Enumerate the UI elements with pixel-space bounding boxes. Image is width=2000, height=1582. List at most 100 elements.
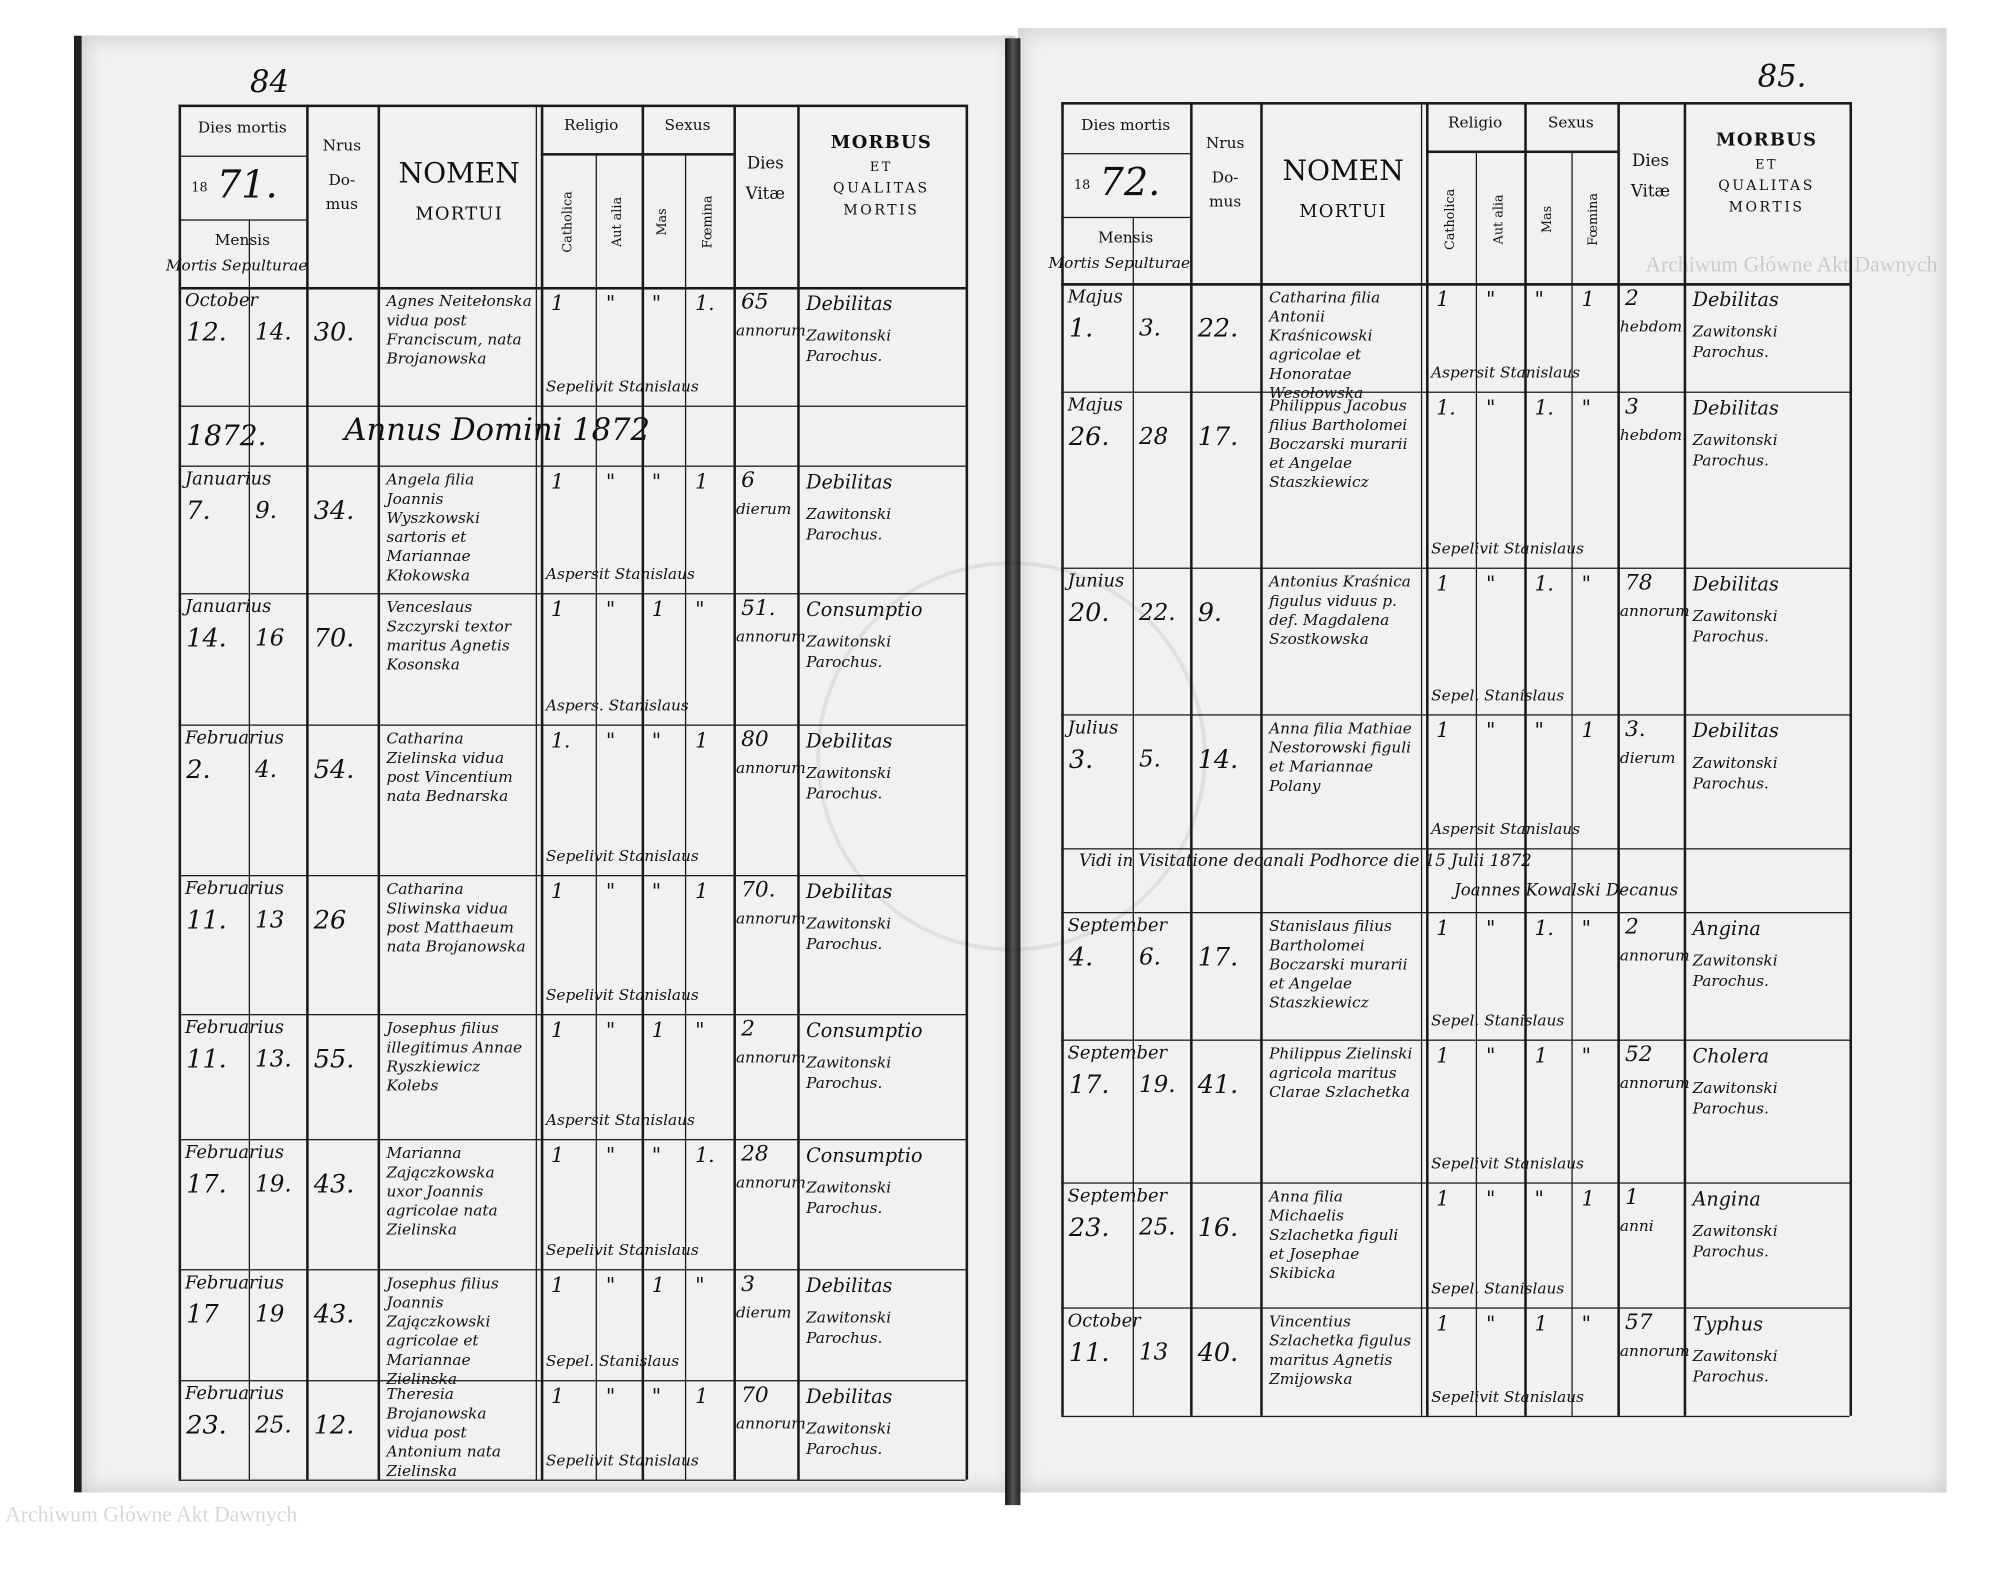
sexus-header: Sexus (1547, 113, 1594, 132)
name-of-deceased: Catharina Zielinska vidua post Vincentiu… (386, 729, 513, 805)
mark-m: " (1534, 1186, 1544, 1211)
month: September (1067, 915, 1168, 937)
age-unit: annorum (1619, 1073, 1690, 1092)
table-rule (178, 219, 307, 221)
cause-of-death: Debilitas (806, 470, 893, 494)
mark-f: 1. (695, 290, 715, 316)
cause-of-death: Debilitas (1692, 719, 1779, 743)
mark-a: " (1485, 915, 1496, 941)
mark-f: " (1581, 395, 1592, 420)
parish-priest: Zawitonski Parochus. (806, 764, 892, 803)
mark-c: 1 (1436, 1043, 1450, 1068)
name-of-deceased: Catharina Sliwinska vidua post Matthaeum… (386, 880, 526, 956)
name-of-deceased: Venceslaus Szczyrski textor maritus Agne… (386, 598, 512, 674)
burial-note: Sepelivit Stanislaus (545, 1241, 699, 1259)
mark-m: 1 (651, 596, 665, 622)
age-unit: dierum (735, 499, 792, 518)
age-value: 3. (1624, 716, 1646, 743)
domus-header: Do- mus (1209, 168, 1242, 211)
nomen-header: NOMEN (398, 158, 520, 191)
day-of-burial: 5. (1139, 746, 1161, 773)
day-of-death: 17. (186, 1168, 227, 1199)
year-suffix: 71. (216, 163, 278, 208)
parish-priest: Zawitonski Parochus. (1692, 607, 1778, 646)
name-of-deceased: Angela filia Joannis Wyszkowski sartoris… (386, 470, 481, 585)
mark-f: " (1581, 1043, 1592, 1068)
house-number: 17. (1197, 941, 1239, 972)
day-of-burial: 6. (1139, 943, 1161, 971)
name-of-deceased: Stanislaus filius Bartholomei Boczarski … (1269, 917, 1408, 1012)
age-value: 51. (741, 595, 776, 622)
month: Majus (1067, 286, 1123, 308)
parish-priest: Zawitonski Parochus. (1692, 1221, 1778, 1261)
mark-f: " (695, 1272, 705, 1298)
day-of-burial: 22. (1139, 599, 1176, 627)
table-rule (178, 724, 966, 726)
month: Februarius (184, 878, 284, 900)
day-of-death: 17. (1068, 1068, 1110, 1100)
parish-priest: Zawitonski Parochus. (806, 1178, 892, 1217)
cause-of-death: Debilitas (1692, 572, 1779, 596)
cause-of-death: Debilitas (806, 880, 893, 904)
table-rule (306, 104, 309, 1480)
age-value: 3 (1624, 394, 1639, 420)
vitae-header: Vitæ (1630, 182, 1671, 202)
age-value: 57 (1624, 1309, 1653, 1336)
table-rule (1061, 283, 1850, 285)
month: Januarius (184, 469, 272, 490)
house-number: 9. (1197, 596, 1223, 628)
mark-a: " (605, 596, 616, 622)
day-of-burial: 9. (255, 497, 278, 525)
year-suffix: 72. (1099, 160, 1161, 206)
vitae-header: Vitæ (745, 184, 785, 205)
age-value: 65 (741, 289, 769, 316)
nrus-header: Nrus (322, 136, 362, 155)
dies-mortis-header: Dies mortis (1081, 116, 1171, 134)
cause-of-death: Consumptio (806, 1144, 923, 1168)
house-number: 41. (1197, 1068, 1239, 1100)
burial-note: Aspers. Stanislaus (545, 696, 689, 715)
age-unit: dierum (735, 1303, 792, 1322)
table-rule (1061, 714, 1850, 716)
mark-a: " (605, 1272, 616, 1298)
catholica-header: Catholica (560, 191, 575, 253)
mark-c: 1 (551, 290, 565, 316)
mensis-header: Mensis (214, 230, 270, 249)
mark-m: 1. (1534, 571, 1554, 596)
catholica-header: Catholica (1443, 188, 1458, 251)
mark-m: 1. (1534, 915, 1554, 941)
parish-priest: Zawitonski Parochus. (806, 1308, 892, 1347)
day-of-death: 11. (186, 1043, 227, 1074)
cause-of-death: Debilitas (806, 1385, 893, 1409)
sexus-header: Sexus (664, 116, 711, 134)
age-unit: annorum (1619, 946, 1690, 965)
day-of-death: 1. (1068, 312, 1094, 344)
house-number: 34. (313, 494, 355, 526)
table-rule (535, 104, 537, 1480)
day-of-burial: 19. (255, 1170, 292, 1198)
mensis-header: Mensis (1098, 228, 1154, 247)
table-rule (178, 1014, 966, 1016)
mark-a: " (605, 1383, 616, 1409)
mark-c: 1 (551, 878, 565, 904)
qualitas-header: QUALITAS (833, 179, 930, 197)
age-value: 70. (741, 877, 776, 904)
cause-of-death: Angina (1692, 1187, 1761, 1211)
day-of-death: 7. (186, 494, 211, 526)
day-of-death: 17 (186, 1298, 219, 1330)
mortis-header: MORTIS (1728, 198, 1805, 216)
day-of-death: 20. (1068, 596, 1110, 628)
mark-m: 1 (651, 1017, 665, 1043)
table-rule (1061, 102, 1064, 1416)
age-value: 3 (741, 1271, 755, 1298)
mark-f: 1 (1581, 1186, 1595, 1211)
month: October (184, 290, 259, 312)
parish-priest: Zawitonski Parochus. (806, 505, 892, 544)
cause-of-death: Cholera (1692, 1044, 1770, 1068)
foemina-header: Fœmina (1586, 193, 1601, 246)
religio-header: Religio (1447, 113, 1503, 132)
mark-c: 1 (551, 1017, 565, 1043)
age-unit: annorum (735, 1173, 806, 1192)
table-rule (1190, 102, 1193, 1416)
age-unit: annorum (735, 627, 806, 646)
